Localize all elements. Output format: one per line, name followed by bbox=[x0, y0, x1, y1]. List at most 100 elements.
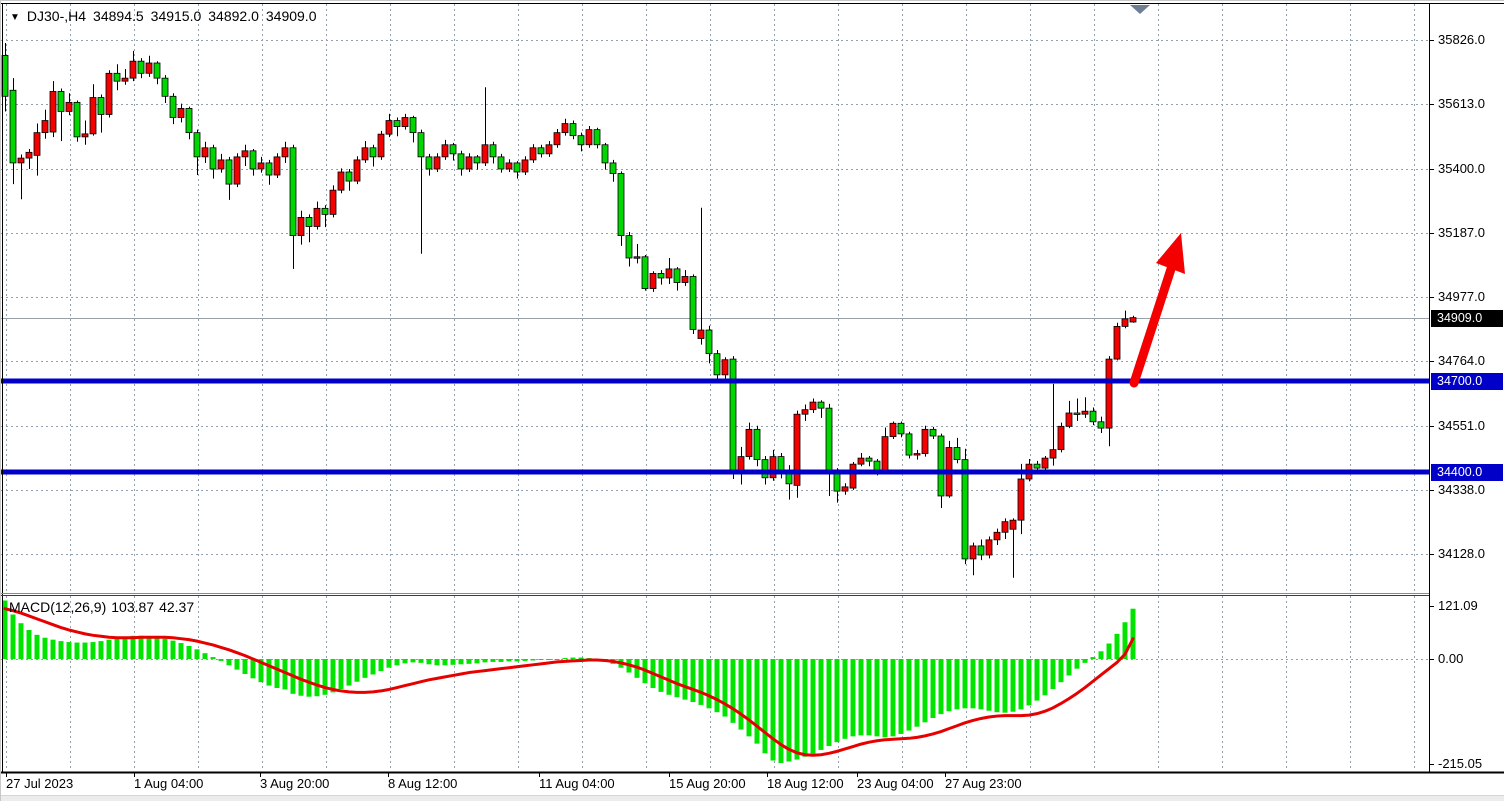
bull-candle bbox=[273, 156, 281, 176]
macd-signal-value: 42.37 bbox=[159, 599, 195, 615]
bull-candle bbox=[993, 531, 1001, 541]
bear-candle bbox=[409, 117, 417, 134]
bear-candle bbox=[305, 217, 313, 227]
bull-candle bbox=[681, 276, 689, 283]
macd-histogram-bar bbox=[218, 659, 224, 661]
bull-candle bbox=[553, 132, 561, 146]
price-axis-label: 35400.0 bbox=[1438, 161, 1485, 176]
bull-candle bbox=[121, 77, 129, 82]
bear-candle bbox=[905, 433, 913, 456]
bear-candle bbox=[537, 147, 545, 155]
bear-candle bbox=[449, 144, 457, 155]
macd-histogram-bar bbox=[1010, 659, 1016, 712]
macd-value: 103.87 bbox=[111, 599, 155, 615]
macd-histogram-bar bbox=[666, 659, 672, 695]
bull-candle bbox=[745, 428, 753, 457]
bear-candle bbox=[185, 108, 193, 134]
bull-candle bbox=[1017, 478, 1025, 521]
bull-candle bbox=[1001, 521, 1009, 533]
bear-candle bbox=[609, 162, 617, 174]
bull-candle bbox=[433, 156, 441, 170]
bull-candle bbox=[441, 144, 449, 158]
macd-histogram-bar bbox=[154, 637, 160, 659]
macd-histogram-bar bbox=[970, 659, 976, 709]
macd-histogram-bar bbox=[706, 659, 712, 709]
time-axis-label: 11 Aug 04:00 bbox=[539, 776, 615, 791]
bull-candle bbox=[521, 159, 529, 173]
current-price-tag: 34909.0 bbox=[1431, 309, 1503, 327]
macd-histogram-bar bbox=[330, 659, 336, 693]
macd-histogram-bar bbox=[826, 659, 832, 747]
macd-histogram-bar bbox=[354, 659, 360, 682]
bear-candle bbox=[817, 401, 825, 409]
bear-candle bbox=[457, 153, 465, 170]
macd-histogram-bar bbox=[178, 643, 184, 659]
bear-candle bbox=[761, 459, 769, 479]
macd-histogram-bar bbox=[1026, 659, 1032, 706]
bear-candle bbox=[369, 147, 377, 158]
bull-candle bbox=[801, 409, 809, 415]
bear-candle bbox=[617, 173, 625, 236]
bear-candle bbox=[489, 144, 497, 158]
trend-arrow-head[interactable] bbox=[1156, 233, 1185, 274]
bear-candle bbox=[265, 162, 273, 176]
time-axis-label: 3 Aug 20:00 bbox=[260, 776, 330, 791]
bull-candle bbox=[1129, 317, 1137, 323]
bull-candle bbox=[793, 413, 801, 486]
macd-histogram-bar bbox=[162, 638, 168, 659]
time-axis-label: 23 Aug 04:00 bbox=[857, 776, 934, 791]
trend-arrow-shaft[interactable] bbox=[1129, 264, 1176, 388]
macd-histogram-bar bbox=[882, 659, 888, 738]
macd-histogram-bar bbox=[250, 659, 256, 679]
bull-candle bbox=[697, 329, 705, 339]
macd-histogram-bar bbox=[1082, 659, 1088, 663]
macd-histogram-bar bbox=[338, 659, 344, 689]
macd-histogram-bar bbox=[82, 642, 88, 659]
bear-candle bbox=[209, 147, 217, 170]
bull-candle bbox=[769, 456, 777, 479]
bear-candle bbox=[153, 62, 161, 79]
macd-histogram-bar bbox=[674, 659, 680, 698]
macd-histogram-bar bbox=[794, 659, 800, 760]
macd-histogram-bar bbox=[962, 659, 968, 709]
time-axis[interactable] bbox=[1, 773, 1504, 795]
macd-histogram-bar bbox=[866, 659, 872, 736]
macd-histogram-bar bbox=[226, 659, 232, 666]
chart-title-symbol: DJ30-,H4 bbox=[26, 8, 87, 24]
macd-histogram-bar bbox=[842, 659, 848, 739]
macd-histogram-bar bbox=[906, 659, 912, 731]
macd-histogram-bar bbox=[402, 659, 408, 664]
macd-histogram-bar bbox=[42, 637, 48, 659]
bear-candle bbox=[657, 273, 665, 279]
macd-histogram-bar bbox=[994, 659, 1000, 713]
price-axis-label: 34977.0 bbox=[1438, 289, 1485, 304]
chart-shift-marker-icon[interactable] bbox=[1130, 5, 1150, 14]
bull-candle bbox=[1105, 358, 1113, 429]
bull-candle bbox=[809, 401, 817, 411]
macd-histogram-bar bbox=[1090, 657, 1096, 659]
macd-histogram-bar bbox=[98, 641, 104, 659]
macd-histogram-bar bbox=[394, 659, 400, 666]
macd-histogram-bar bbox=[834, 659, 840, 743]
macd-histogram-bar bbox=[1122, 622, 1128, 659]
macd-histogram-bar bbox=[490, 659, 496, 662]
macd-histogram-bar bbox=[426, 659, 432, 665]
bear-candle bbox=[705, 329, 713, 355]
bear-candle bbox=[425, 156, 433, 170]
bull-candle bbox=[545, 144, 553, 155]
bull-candle bbox=[297, 217, 305, 236]
bear-candle bbox=[593, 129, 601, 146]
price-axis-label: 34551.0 bbox=[1438, 418, 1485, 433]
bull-candle bbox=[665, 268, 673, 279]
bull-candle bbox=[377, 133, 385, 158]
bear-candle bbox=[113, 72, 121, 82]
macd-histogram-bar bbox=[810, 659, 816, 754]
bull-candle bbox=[913, 453, 921, 456]
macd-histogram-bar bbox=[74, 642, 80, 659]
macd-histogram-bar bbox=[18, 623, 24, 659]
time-axis-label: 18 Aug 12:00 bbox=[767, 776, 844, 791]
bear-candle bbox=[1089, 410, 1097, 423]
symbol-dropdown-icon[interactable]: ▼ bbox=[10, 12, 20, 23]
